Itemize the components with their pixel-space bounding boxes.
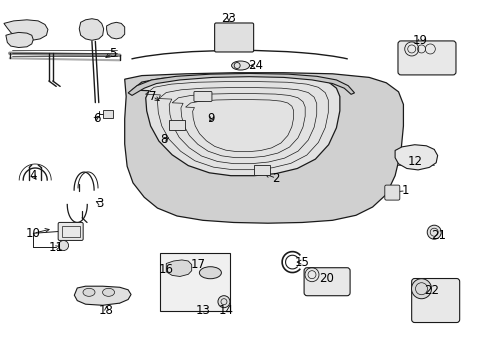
Bar (160, 253, 230, 311)
Ellipse shape (199, 267, 221, 279)
Ellipse shape (83, 288, 95, 296)
Circle shape (427, 225, 440, 239)
Text: 14: 14 (218, 304, 233, 317)
Text: 19: 19 (412, 34, 427, 47)
Polygon shape (74, 286, 131, 305)
Text: 20: 20 (319, 273, 333, 285)
Text: 6: 6 (93, 112, 101, 125)
Text: 3: 3 (96, 197, 104, 210)
Text: 9: 9 (207, 112, 215, 125)
Polygon shape (6, 32, 33, 48)
Circle shape (218, 296, 229, 308)
Polygon shape (128, 73, 354, 95)
Ellipse shape (102, 288, 114, 296)
Text: 22: 22 (423, 284, 438, 297)
Ellipse shape (231, 61, 249, 70)
Bar (253, 165, 269, 175)
Polygon shape (4, 20, 48, 40)
Text: 4: 4 (29, 169, 37, 182)
Text: 10: 10 (26, 227, 41, 240)
Text: 15: 15 (294, 256, 309, 269)
Polygon shape (166, 260, 191, 276)
FancyBboxPatch shape (58, 222, 83, 240)
Bar (102, 111, 112, 118)
FancyBboxPatch shape (397, 41, 455, 75)
Text: 17: 17 (190, 258, 205, 271)
Text: 5: 5 (108, 47, 116, 60)
Text: 1: 1 (401, 184, 409, 197)
Circle shape (411, 279, 430, 299)
Circle shape (59, 240, 68, 251)
Text: 16: 16 (159, 263, 173, 276)
Text: 13: 13 (195, 304, 210, 317)
Text: 24: 24 (247, 59, 262, 72)
Text: 7: 7 (148, 90, 156, 103)
Text: 2: 2 (272, 172, 280, 185)
Text: 18: 18 (99, 304, 114, 317)
Polygon shape (394, 145, 437, 170)
FancyBboxPatch shape (304, 268, 349, 296)
FancyBboxPatch shape (214, 23, 253, 52)
Text: 23: 23 (221, 12, 236, 25)
Polygon shape (124, 73, 403, 223)
Bar (61, 226, 80, 237)
Polygon shape (79, 19, 103, 40)
FancyBboxPatch shape (411, 279, 459, 323)
Text: 21: 21 (431, 229, 446, 242)
Polygon shape (106, 22, 124, 39)
Text: 12: 12 (407, 155, 421, 168)
Bar (169, 120, 184, 130)
Polygon shape (132, 76, 339, 176)
Text: 8: 8 (160, 133, 167, 146)
Text: 11: 11 (49, 241, 63, 254)
FancyBboxPatch shape (384, 185, 399, 200)
FancyBboxPatch shape (194, 91, 211, 102)
